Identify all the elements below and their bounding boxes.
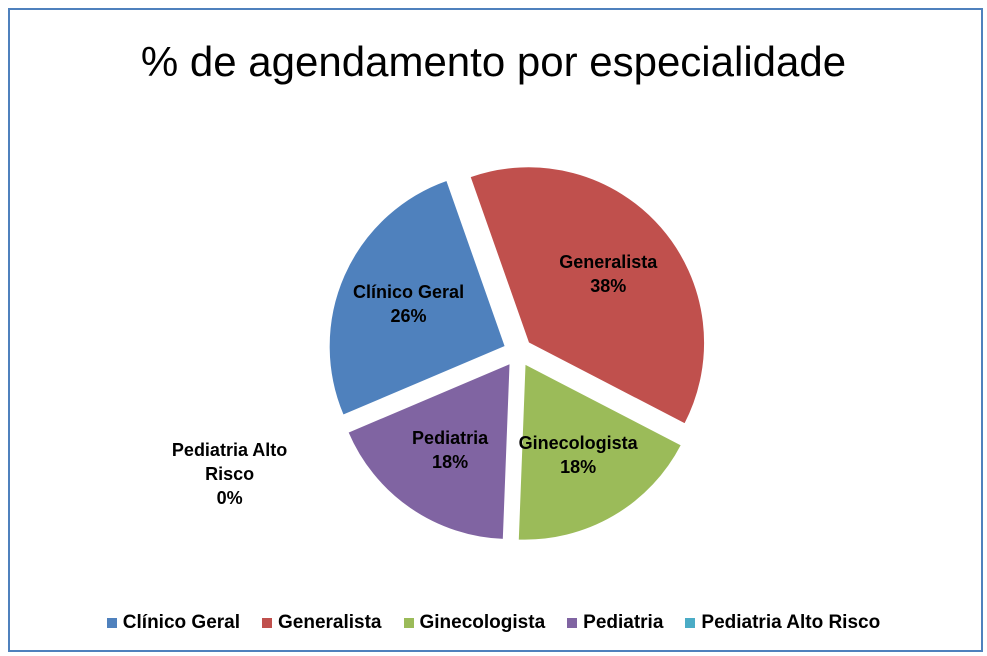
legend-swatch bbox=[567, 618, 578, 628]
legend-label: Ginecologista bbox=[419, 612, 546, 633]
data-label: Clínico Geral 26% bbox=[353, 280, 464, 328]
pie-slice bbox=[517, 363, 682, 541]
legend-label: Pediatria bbox=[583, 612, 664, 633]
pie-slice bbox=[469, 166, 706, 425]
legend-item: Ginecologista bbox=[403, 612, 546, 634]
legend-swatch bbox=[262, 618, 272, 628]
data-label-value: 18% bbox=[432, 452, 469, 473]
legend-label: Clínico Geral bbox=[122, 612, 240, 633]
data-label-value: 38% bbox=[590, 275, 627, 296]
data-label-value: 0% bbox=[216, 488, 243, 509]
data-label: Generalista 38% bbox=[559, 250, 657, 298]
data-label-value: 26% bbox=[390, 305, 427, 326]
legend-label: Pediatria Alto Risco bbox=[701, 612, 881, 633]
data-label: Pediatria 18% bbox=[412, 426, 488, 474]
pie-slice bbox=[347, 362, 511, 540]
chart-title: % de agendamento por especialidade bbox=[140, 38, 847, 85]
legend-item: Pediatria Alto Risco bbox=[685, 612, 880, 634]
legend-swatch bbox=[403, 618, 414, 628]
legend-item: Clínico Geral bbox=[106, 612, 240, 634]
data-label-name: Clínico Geral bbox=[353, 281, 465, 302]
data-label-name: Ginecologista bbox=[518, 433, 638, 454]
chart-border bbox=[8, 8, 983, 652]
data-label: Pediatria Alto Risco 0% bbox=[155, 438, 305, 510]
pie-slice bbox=[328, 179, 506, 416]
data-label-name: Pediatria Alto Risco bbox=[171, 440, 288, 485]
legend-item: Pediatria bbox=[567, 612, 663, 634]
legend-item: Generalista bbox=[262, 612, 382, 634]
legend: Clínico Geral Generalista Ginecologista Ped… bbox=[0, 612, 987, 634]
legend-swatch bbox=[106, 618, 117, 628]
data-label: Ginecologista 18% bbox=[519, 431, 638, 479]
data-label-name: Pediatria bbox=[412, 428, 489, 449]
data-label-name: Generalista bbox=[559, 251, 658, 272]
data-label-value: 18% bbox=[560, 457, 597, 478]
legend-swatch bbox=[685, 618, 696, 628]
legend-label: Generalista bbox=[278, 612, 382, 633]
